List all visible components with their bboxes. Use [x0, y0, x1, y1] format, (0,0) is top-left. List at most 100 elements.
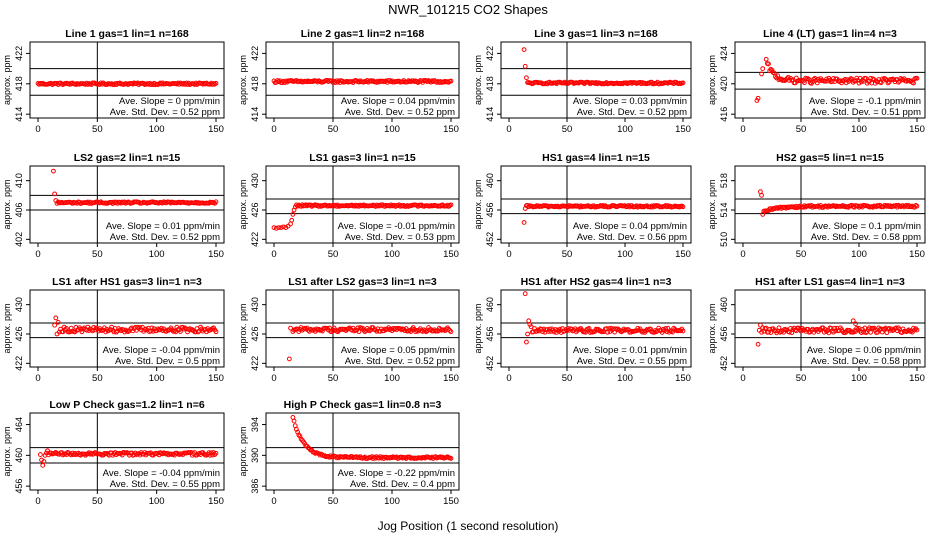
x-tick-label: 100	[617, 124, 633, 135]
x-tick-label: 50	[796, 249, 807, 260]
y-tick-label: 418	[14, 76, 24, 91]
data-point	[826, 330, 832, 336]
x-tick-label: 100	[851, 373, 867, 384]
plot-frame	[500, 41, 692, 119]
data-point	[422, 328, 428, 334]
y-tick-label: 414	[14, 107, 24, 122]
data-point	[281, 224, 286, 230]
panel-title: LS1 after HS1 gas=3 lin=1 n=3	[52, 276, 202, 288]
panel-title: Line 3 gas=1 lin=3 n=168	[534, 28, 658, 40]
y-tick-label: 422	[14, 356, 24, 371]
data-series	[755, 318, 920, 347]
data-point	[61, 324, 67, 330]
data-point	[853, 78, 858, 84]
y-axis-label: approx. ppm	[707, 55, 717, 105]
data-point	[319, 328, 325, 334]
data-point	[288, 325, 293, 331]
chart-panel-14: High P Check gas=1 lin=0.8 n=3 approx. pp…	[238, 399, 460, 507]
stddev-annotation: Ave. Std. Dev. = 0.51 ppm	[811, 107, 921, 118]
data-point	[769, 207, 775, 213]
data-point	[107, 327, 113, 332]
data-point	[912, 327, 918, 333]
data-point	[448, 202, 454, 208]
data-point	[213, 450, 219, 456]
y-tick-label: 456	[719, 326, 729, 341]
slope-annotation: Ave. Slope = 0.01 ppm/min	[106, 221, 220, 232]
data-point	[271, 225, 277, 231]
data-point	[875, 329, 880, 335]
data-point	[53, 315, 59, 321]
y-tick-label: 430	[14, 297, 24, 312]
panel-title: LS1 gas=3 lin=1 n=15	[309, 152, 416, 164]
plot-frame	[265, 41, 460, 119]
panel-title: HS1 after LS1 gas=4 lin=1 n=3	[755, 276, 905, 288]
data-point	[135, 324, 141, 330]
y-tick-label: 422	[250, 232, 260, 247]
data-point	[181, 326, 187, 332]
y-axis-label: approx. ppm	[2, 303, 12, 353]
data-point	[58, 326, 63, 332]
data-point	[521, 47, 527, 52]
y-tick-label: 460	[485, 297, 495, 312]
y-axis-label: approx. ppm	[2, 426, 12, 476]
data-point	[680, 80, 686, 86]
panel-title: HS1 gas=4 lin=1 n=15	[542, 152, 650, 164]
data-point	[802, 80, 807, 86]
x-tick-label: 150	[909, 373, 925, 384]
x-tick-label: 150	[208, 496, 224, 507]
y-tick-label: 410	[14, 173, 24, 188]
data-point	[294, 426, 299, 432]
y-tick-label: 416	[719, 107, 729, 122]
data-point	[769, 67, 775, 73]
chart-panel-11: HS1 after HS2 gas=4 lin=1 n=3 approx. ppm…	[473, 276, 692, 384]
y-tick-label: 452	[719, 356, 729, 371]
data-point	[291, 418, 297, 424]
x-tick-label: 100	[384, 373, 400, 384]
data-point	[811, 76, 817, 82]
data-point	[856, 80, 862, 86]
x-tick-label: 0	[35, 373, 40, 384]
stddev-annotation: Ave. Std. Dev. = 0.53 ppm	[345, 232, 455, 243]
y-tick-label: 460	[719, 297, 729, 312]
data-point	[759, 192, 764, 198]
plot-frame	[734, 165, 926, 244]
data-point	[863, 330, 869, 336]
y-tick-label: 420	[719, 76, 729, 91]
y-tick-label: 452	[485, 356, 495, 371]
data-point	[276, 225, 282, 231]
x-tick-label: 50	[92, 124, 103, 135]
x-tick-label: 150	[443, 249, 459, 260]
x-tick-label: 150	[909, 124, 925, 135]
y-tick-label: 386	[250, 479, 260, 494]
data-point	[407, 327, 413, 333]
data-point	[119, 452, 125, 458]
y-axis-label: approx. ppm	[238, 179, 248, 229]
data-series	[286, 325, 454, 362]
panel-title: HS2 gas=5 lin=1 n=15	[776, 152, 884, 164]
data-point	[911, 80, 916, 86]
data-point	[914, 327, 920, 333]
data-series	[290, 415, 454, 461]
y-tick-label: 426	[250, 326, 260, 341]
data-point	[850, 318, 856, 324]
y-tick-label: 422	[485, 46, 495, 61]
x-tick-label: 0	[740, 124, 745, 135]
x-tick-label: 50	[92, 249, 103, 260]
plot-frame	[265, 289, 460, 368]
data-point	[40, 462, 46, 468]
data-point	[447, 328, 453, 333]
stddev-annotation: Ave. Std. Dev. = 0.52 ppm	[345, 356, 455, 367]
stddev-annotation: Ave. Std. Dev. = 0.52 ppm	[577, 107, 687, 118]
plot-frame	[29, 289, 225, 368]
x-tick-label: 0	[35, 496, 40, 507]
slope-annotation: Ave. Slope = -0.04 ppm/min	[103, 468, 220, 479]
data-point	[302, 441, 308, 446]
data-point	[775, 73, 781, 79]
data-point	[137, 325, 143, 330]
data-point	[448, 329, 454, 335]
data-point	[51, 168, 56, 174]
data-point	[423, 329, 429, 335]
data-series	[35, 80, 219, 88]
